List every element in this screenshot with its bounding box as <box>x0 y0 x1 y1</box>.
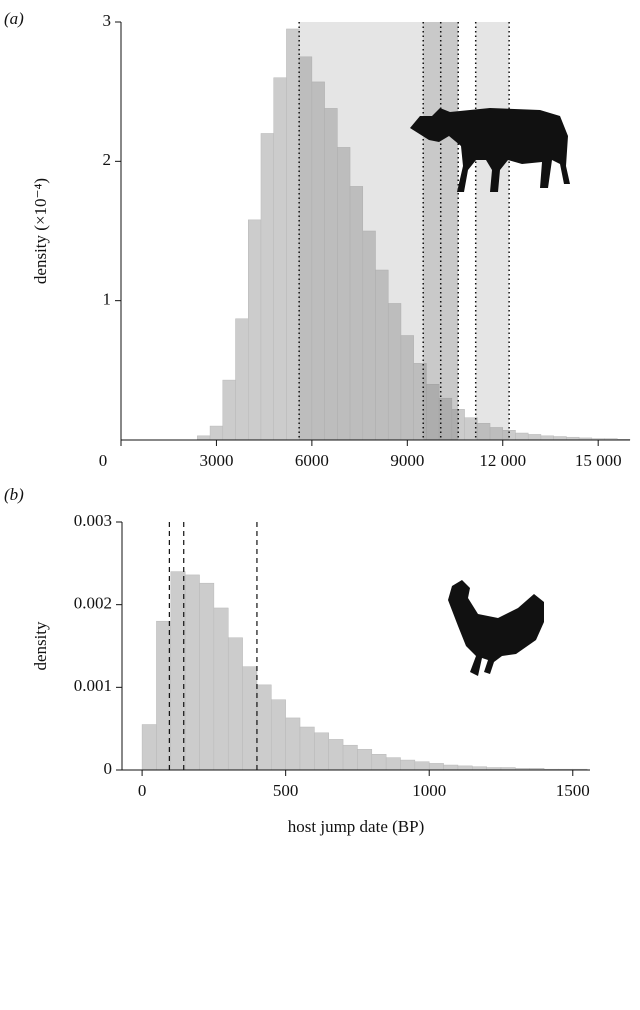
x-tick-label: 500 <box>273 781 299 800</box>
cow-icon <box>410 108 570 192</box>
bar <box>527 434 542 441</box>
bar <box>197 435 211 441</box>
y-tick-label: 0.002 <box>74 594 112 613</box>
bar <box>414 761 430 771</box>
bar <box>299 726 315 771</box>
bar <box>428 763 444 771</box>
x-tick-label: 1500 <box>556 781 590 800</box>
chicken-icon <box>448 580 544 676</box>
bar <box>256 684 272 771</box>
x-tick-label: 1000 <box>412 781 446 800</box>
bar <box>260 133 274 441</box>
bar <box>328 739 344 771</box>
x-tick-label: 9000 <box>390 451 424 470</box>
bar <box>273 77 287 441</box>
bar <box>213 607 229 771</box>
bar <box>285 717 301 771</box>
bar <box>209 425 224 441</box>
x-axis-label: host jump date (BP) <box>288 817 424 836</box>
y-tick-label: 2 <box>103 150 112 169</box>
bar <box>141 724 157 771</box>
bar <box>271 699 286 771</box>
bar <box>371 754 387 771</box>
bar <box>553 436 567 441</box>
bar <box>242 666 258 771</box>
bar <box>385 757 401 771</box>
bar <box>170 571 186 771</box>
shaded-range <box>299 22 424 440</box>
y-axis-label: density <box>31 621 50 671</box>
panel-label: (a) <box>4 9 24 28</box>
x-tick-label: 3000 <box>199 451 233 470</box>
bar <box>286 28 300 441</box>
bar <box>400 759 416 771</box>
x-tick-label: 15 000 <box>575 451 622 470</box>
bar <box>235 318 249 441</box>
x-tick-label: 0 <box>99 451 108 470</box>
x-tick-label: 12 000 <box>479 451 526 470</box>
y-tick-label: 1 <box>103 290 112 309</box>
bar <box>342 744 358 771</box>
x-tick-label: 0 <box>138 781 147 800</box>
bar <box>184 574 200 771</box>
y-axis-label: density (×10⁻⁴) <box>31 178 50 284</box>
y-tick-label: 0 <box>104 759 113 778</box>
x-tick-label: 6000 <box>295 451 329 470</box>
bar <box>357 749 373 771</box>
y-tick-label: 0.003 <box>74 511 112 530</box>
shaded-range <box>423 22 459 440</box>
bar <box>443 764 459 771</box>
panel-label: (b) <box>4 485 24 504</box>
bar <box>248 219 262 441</box>
y-tick-label: 0.001 <box>74 676 112 695</box>
bar <box>515 432 529 441</box>
bar <box>156 620 172 771</box>
bar <box>222 379 236 441</box>
bar <box>314 732 329 771</box>
bar <box>227 637 243 771</box>
shaded-range <box>475 22 510 440</box>
y-tick-label: 3 <box>103 11 112 30</box>
bar <box>199 582 215 771</box>
bar <box>457 765 473 771</box>
bar <box>540 435 554 441</box>
